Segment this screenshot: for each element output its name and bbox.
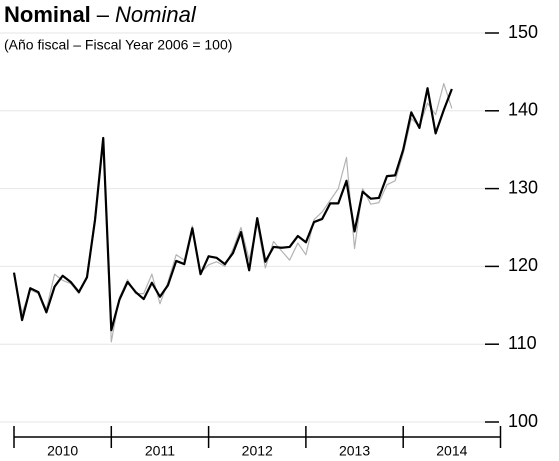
y-tick-label: 150 (508, 22, 538, 42)
title-italic: Nominal (115, 2, 197, 27)
y-tick-label: 110 (508, 333, 537, 353)
title-separator: – (97, 2, 110, 27)
axes: 100 110 120 130 140 150 2010 2011 2012 2013 2014 (13, 22, 538, 459)
series-line (13, 82, 453, 343)
y-tick-label: 120 (508, 255, 538, 275)
y-tick-label: 140 (508, 100, 538, 120)
y-tick-label: 130 (508, 177, 538, 197)
x-tick-label: 2010 (47, 443, 78, 459)
x-tick-label: 2014 (436, 443, 467, 459)
series-line (12, 87, 453, 332)
x-tick-label: 2013 (339, 443, 370, 459)
y-tick-label: 100 (508, 411, 538, 431)
lines (12, 82, 453, 343)
x-tick-label: 2011 (145, 443, 175, 459)
x-tick-label: 2012 (242, 443, 273, 459)
grid (0, 32, 492, 423)
title-main: Nominal (4, 2, 91, 27)
chart-subtitle: (Año fiscal – Fiscal Year 2006 = 100) (4, 37, 232, 53)
chart-title: Nominal – Nominal (4, 2, 197, 27)
